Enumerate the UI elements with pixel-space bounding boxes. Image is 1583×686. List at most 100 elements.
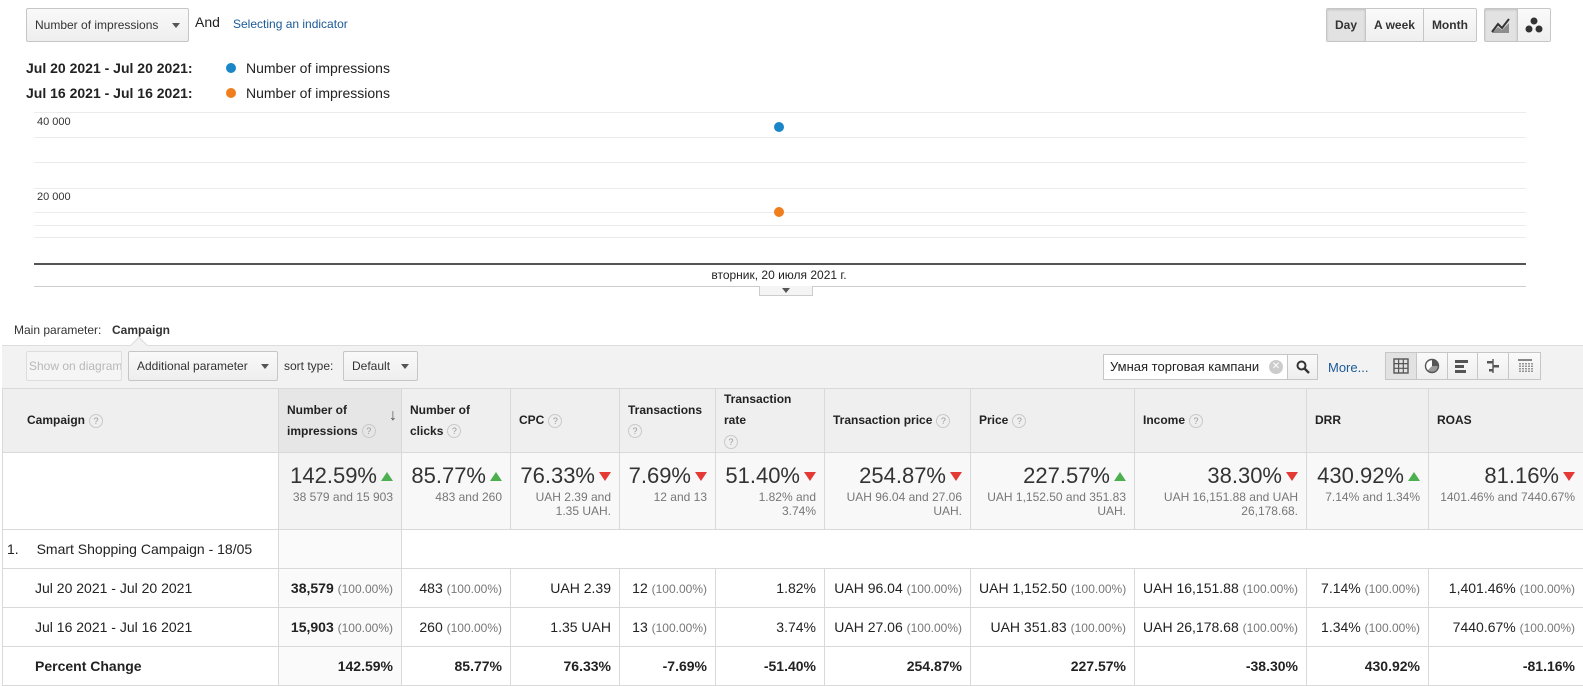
summary-detail: UAH 16,151.88 and UAH 26,178.68. xyxy=(1143,490,1298,518)
header-transaction-rate[interactable]: Transaction rate? xyxy=(716,389,825,453)
header-clicks[interactable]: Number of clicks? xyxy=(402,389,511,453)
summary-cell: 76.33%UAH 2.39 and 1.35 UAH. xyxy=(511,453,620,530)
additional-parameter-select[interactable]: Additional parameter xyxy=(128,351,278,381)
period-day-button[interactable]: Day xyxy=(1327,9,1366,41)
cell-percent: (100.00%) xyxy=(1243,582,1298,596)
summary-cell: 38.30%UAH 16,151.88 and UAH 26,178.68. xyxy=(1135,453,1307,530)
cell-value: UAH 16,151.88 xyxy=(1143,580,1239,596)
percent-change-row: Percent Change 142.59%85.77%76.33%-7.69%… xyxy=(3,647,1583,686)
table-cell: UAH 2.39 xyxy=(511,569,620,608)
search-icon xyxy=(1296,360,1310,374)
help-icon[interactable]: ? xyxy=(628,424,642,438)
summary-detail: 7.14% and 1.34% xyxy=(1315,490,1420,504)
cell-value: UAH 27.06 xyxy=(834,619,902,635)
search-button[interactable] xyxy=(1287,355,1317,379)
help-icon[interactable]: ? xyxy=(548,414,562,428)
header-roas[interactable]: ROAS xyxy=(1429,389,1583,453)
table-grid-icon xyxy=(1393,358,1409,374)
arrow-up-icon xyxy=(1408,472,1420,481)
sort-type-select[interactable]: Default xyxy=(343,351,418,381)
cell-value: 1,401.46% xyxy=(1449,580,1516,596)
cell-percent: (100.00%) xyxy=(907,582,962,596)
arrow-down-icon xyxy=(804,472,816,481)
summary-change: 227.57% xyxy=(979,463,1126,489)
bar-view-button[interactable] xyxy=(1448,353,1479,379)
table-cell: 1.35 UAH xyxy=(511,608,620,647)
legend-dot-blue xyxy=(226,63,236,73)
metric-select[interactable]: Number of impressions xyxy=(26,8,189,42)
sort-arrow-icon: ↓ xyxy=(389,405,397,426)
summary-change: 81.16% xyxy=(1437,463,1575,489)
table-cell: 1.34% (100.00%) xyxy=(1307,608,1429,647)
pivot-view-button[interactable] xyxy=(1509,353,1540,379)
campaign-name-cell[interactable]: 1. Smart Shopping Campaign - 18/05 xyxy=(3,530,279,569)
help-icon[interactable]: ? xyxy=(362,424,376,438)
show-on-diagram-button[interactable]: Show on diagram xyxy=(26,351,122,381)
header-impressions[interactable]: Number of impressions?↓ xyxy=(279,389,402,453)
summary-detail: UAH 96.04 and 27.06 UAH. xyxy=(833,490,962,518)
comparison-view-button[interactable] xyxy=(1478,353,1509,379)
legend-dot-orange xyxy=(226,88,236,98)
header-income[interactable]: Income? xyxy=(1135,389,1307,453)
help-icon[interactable]: ? xyxy=(724,435,738,449)
header-drr[interactable]: DRR xyxy=(1307,389,1429,453)
help-icon[interactable]: ? xyxy=(1189,414,1203,428)
percent-change-label: Percent Change xyxy=(3,647,279,686)
table-view-button[interactable] xyxy=(1386,353,1417,379)
summary-detail: UAH 1,152.50 and 351.83 UAH. xyxy=(979,490,1126,518)
table-cell: 15,903 (100.00%) xyxy=(279,608,402,647)
table-cell: 13 (100.00%) xyxy=(620,608,716,647)
percent-change-cell: 254.87% xyxy=(825,647,971,686)
main-parameter-value[interactable]: Campaign xyxy=(112,323,170,337)
help-icon[interactable]: ? xyxy=(1012,414,1026,428)
pivot-table-icon xyxy=(1517,358,1533,374)
summary-cell: 7.69%12 and 13 xyxy=(620,453,716,530)
table-cell: 1.82% xyxy=(716,569,825,608)
arrow-down-icon xyxy=(950,472,962,481)
row-date-range: Jul 20 2021 - Jul 20 2021 xyxy=(3,569,279,608)
line-chart-icon xyxy=(1491,16,1511,34)
clear-search-icon[interactable]: ✕ xyxy=(1269,360,1283,374)
arrow-down-icon xyxy=(695,472,707,481)
line-chart-button[interactable] xyxy=(1485,9,1518,41)
summary-change: 142.59% xyxy=(287,463,393,489)
header-campaign[interactable]: Campaign? xyxy=(3,389,279,453)
search-input[interactable]: Умная торговая кампани xyxy=(1104,355,1269,379)
motion-chart-button[interactable] xyxy=(1518,9,1550,41)
sort-type-label: sort type: xyxy=(284,359,333,373)
more-link[interactable]: More... xyxy=(1328,360,1368,375)
percent-change-cell: 76.33% xyxy=(511,647,620,686)
summary-value: 51.40% xyxy=(725,463,800,489)
summary-change: 38.30% xyxy=(1143,463,1298,489)
select-indicator-link[interactable]: Selecting an indicator xyxy=(233,17,348,31)
summary-cell: 430.92%7.14% and 1.34% xyxy=(1307,453,1429,530)
help-icon[interactable]: ? xyxy=(936,414,950,428)
additional-parameter-label: Additional parameter xyxy=(137,359,248,373)
chevron-down-icon xyxy=(172,23,180,28)
collapse-chart-handle[interactable] xyxy=(759,286,813,296)
arrow-up-icon xyxy=(1114,472,1126,481)
table-cell: 12 (100.00%) xyxy=(620,569,716,608)
table-cell: 3.74% xyxy=(716,608,825,647)
pie-view-button[interactable] xyxy=(1417,353,1448,379)
summary-detail: 483 and 260 xyxy=(410,490,502,504)
period-month-button[interactable]: Month xyxy=(1424,9,1476,41)
header-transaction-price[interactable]: Transaction price? xyxy=(825,389,971,453)
cell-value: 260 xyxy=(419,619,442,635)
percent-change-cell: -51.40% xyxy=(716,647,825,686)
campaign-name[interactable]: Smart Shopping Campaign - 18/05 xyxy=(37,541,253,557)
cell-value: 12 xyxy=(632,580,648,596)
view-toggle xyxy=(1385,352,1541,380)
percent-change-cell: -7.69% xyxy=(620,647,716,686)
header-price[interactable]: Price? xyxy=(971,389,1135,453)
data-table: Campaign? Number of impressions?↓ Number… xyxy=(2,388,1583,686)
cell-value: 1.35 UAH xyxy=(550,619,611,635)
help-icon[interactable]: ? xyxy=(447,424,461,438)
summary-value: 7.69% xyxy=(629,463,691,489)
header-transactions[interactable]: Transactions? xyxy=(620,389,716,453)
campaign-group-row[interactable]: 1. Smart Shopping Campaign - 18/05 xyxy=(3,530,1583,569)
period-week-button[interactable]: A week xyxy=(1366,9,1424,41)
header-cpc[interactable]: CPC? xyxy=(511,389,620,453)
chart-area: 40 000 20 000 вторник, 20 июля 2021 г. xyxy=(0,100,1583,300)
help-icon[interactable]: ? xyxy=(89,414,103,428)
